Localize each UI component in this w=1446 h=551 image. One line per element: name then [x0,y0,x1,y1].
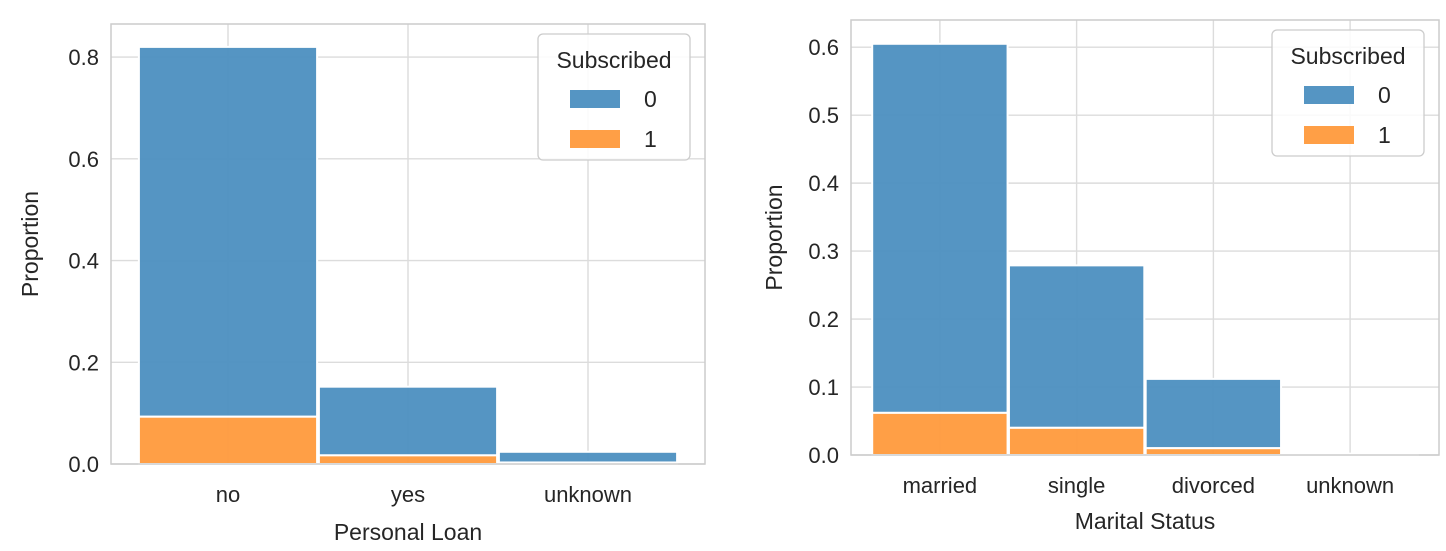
bar-divorced-subscribed-0 [1144,377,1283,450]
y-tick-label: 0.4 [808,171,839,196]
legend-swatch-0 [570,90,620,108]
x-tick-label: unknown [1306,473,1394,498]
x-tick-label: married [903,473,978,498]
bar-single-subscribed-0 [1007,264,1146,429]
y-tick-label: 0.3 [808,239,839,264]
bar-unknown-subscribed-0 [497,450,679,464]
y-tick-label: 0.5 [808,103,839,128]
bar-married-subscribed-0 [871,42,1009,414]
legend-swatch-0 [1304,86,1354,104]
legend: Subscribed 0 1 [1271,29,1425,157]
y-tick-label: 0.0 [68,452,99,477]
y-axis-label: Proportion [17,191,43,297]
bar-no-subscribed-1 [137,415,319,465]
x-tick-label: no [216,482,240,507]
legend-swatch-1 [570,130,620,148]
legend-label-1: 1 [1378,122,1391,148]
bar-yes-subscribed-1 [317,454,499,465]
bar-yes-subscribed-0 [317,385,499,457]
chart-2: 0.0 0.1 0.2 0.3 0.4 0.5 0.6 married single divorc… [761,19,1440,534]
bar-married-subscribed-1 [871,411,1009,456]
x-tick-label: divorced [1172,473,1255,498]
legend-label-0: 0 [1378,82,1391,108]
legend-swatch-1 [1304,126,1354,144]
x-tick-label: single [1048,473,1105,498]
y-tick-label: 0.1 [808,375,839,400]
legend: Subscribed 0 1 [537,33,691,161]
y-tick-label: 0.2 [808,307,839,332]
legend-title: Subscribed [1290,43,1405,69]
y-tick-label: 0.6 [68,147,99,172]
legend-title: Subscribed [556,47,671,73]
x-axis-label: Marital Status [1075,508,1216,534]
bar-divorced-subscribed-1 [1144,447,1283,456]
bar-no-subscribed-0 [137,45,319,418]
x-tick-label: unknown [544,482,632,507]
y-tick-label: 0.8 [68,45,99,70]
y-tick-label: 0.4 [68,249,99,274]
bar-single-subscribed-1 [1007,426,1146,456]
x-tick-label: yes [391,482,425,507]
y-tick-label: 0.2 [68,350,99,375]
legend-label-1: 1 [644,126,657,152]
y-axis-label: Proportion [761,184,787,290]
legend-label-0: 0 [644,86,657,112]
y-tick-label: 0.6 [808,35,839,60]
axes-frame [850,19,1440,456]
y-tick-label: 0.0 [808,443,839,468]
chart-1: 0.0 0.2 0.4 0.6 0.8 no yes unknown Personal Loan… [17,23,706,545]
axes-frame [110,23,706,465]
x-axis-label: Personal Loan [334,519,482,545]
